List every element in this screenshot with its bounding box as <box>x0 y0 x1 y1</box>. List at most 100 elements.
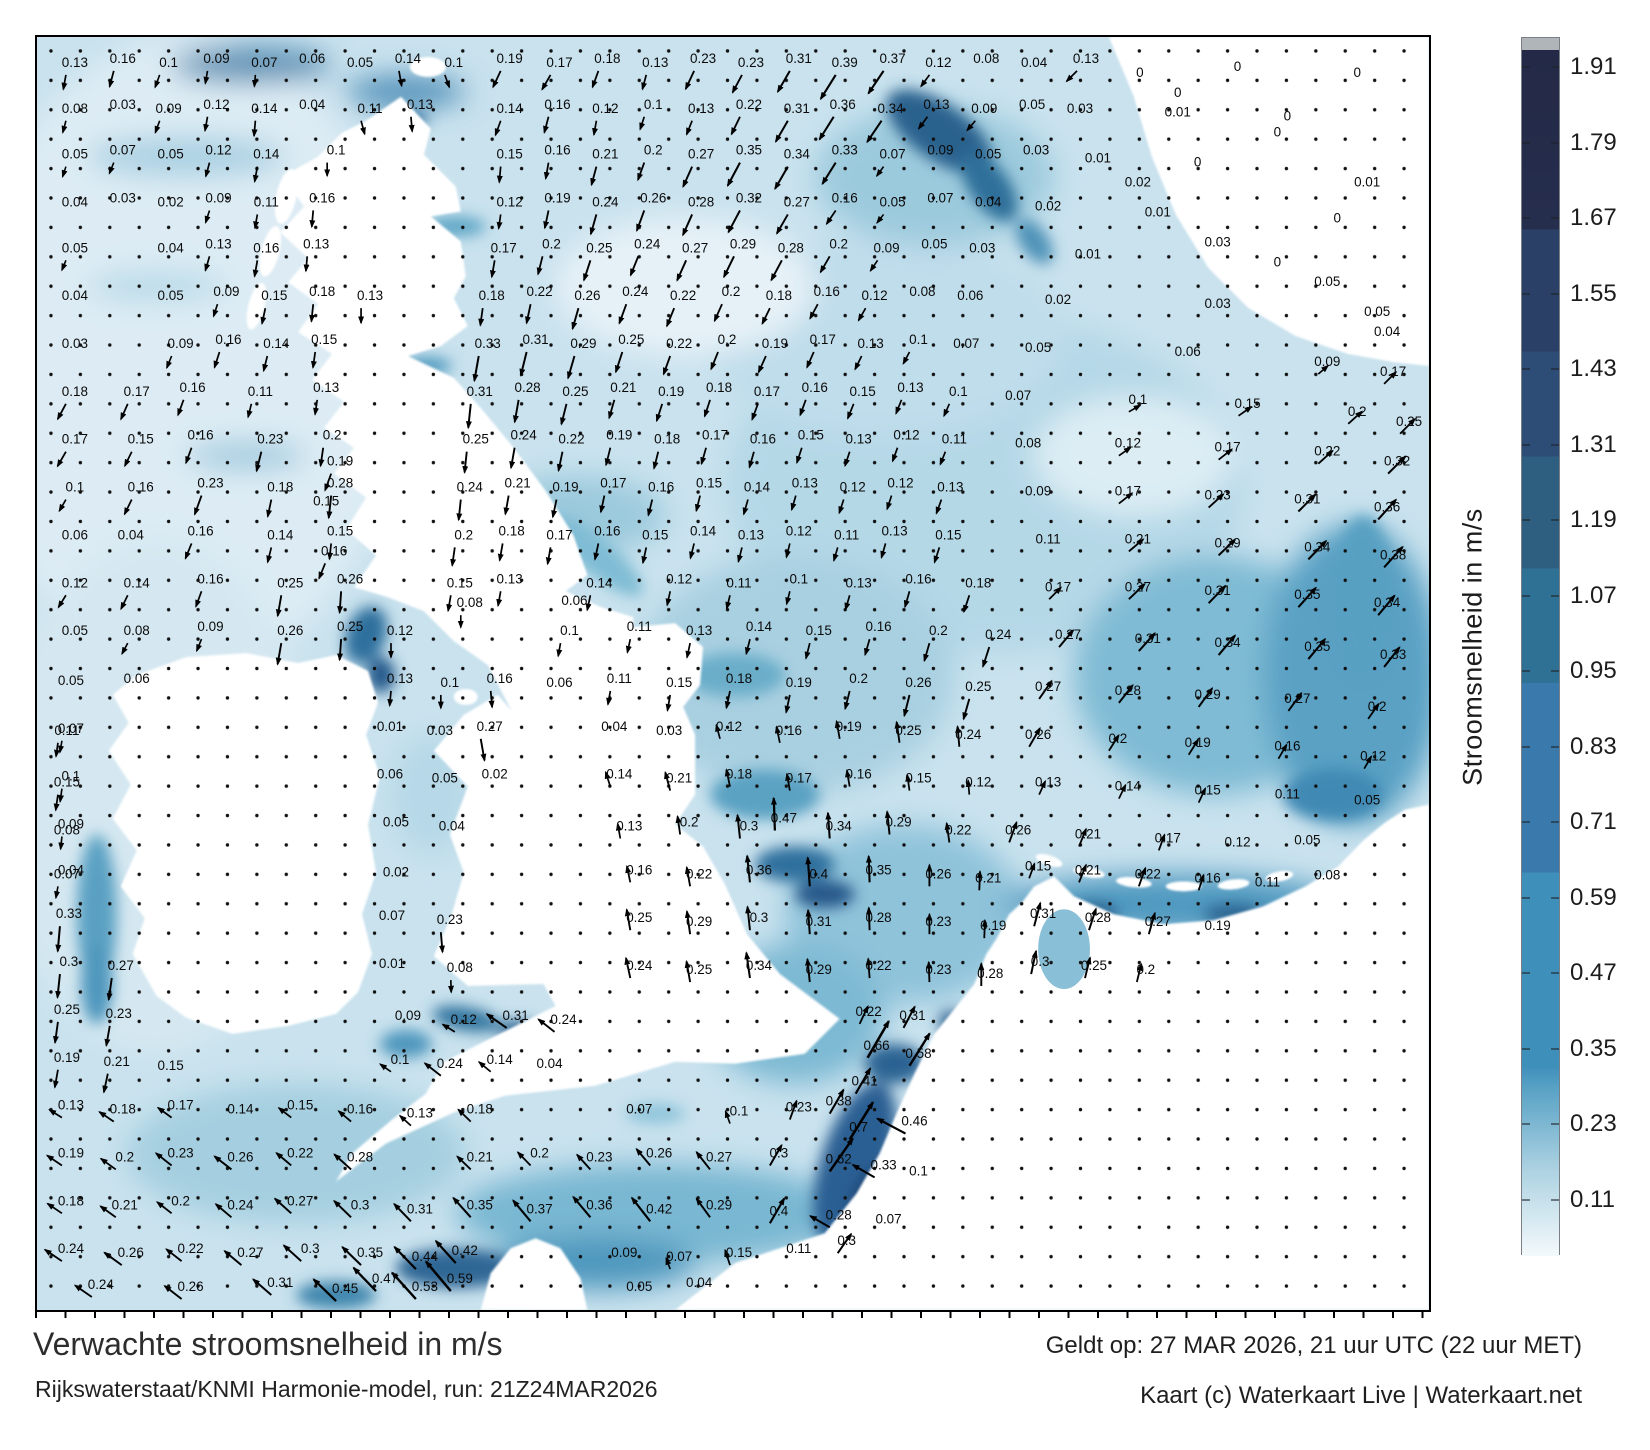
current-value-label: 0.18 <box>766 288 792 303</box>
current-value-label: 0.14 <box>746 619 773 634</box>
current-value-label: 0.1 <box>391 1052 410 1067</box>
current-value-label: 0.17 <box>1214 440 1240 455</box>
colorbar-tick-mark <box>1551 1198 1559 1201</box>
current-value-label: 0.22 <box>1135 866 1161 881</box>
current-value-label: 0.07 <box>666 1249 692 1264</box>
current-arrow <box>744 638 751 656</box>
current-value-label: 0.07 <box>110 143 136 158</box>
current-value-label: 0.22 <box>670 288 696 303</box>
current-arrow <box>1028 862 1036 879</box>
current-arrow <box>828 1137 854 1173</box>
current-value-label: 0.34 <box>826 819 853 834</box>
current-value-label: 0.22 <box>287 1145 313 1160</box>
current-value-label: 0.42 <box>452 1243 478 1258</box>
current-arrow <box>748 451 755 469</box>
colorbar-tick-mark <box>1551 670 1559 672</box>
current-value-label: 0.28 <box>347 1149 373 1164</box>
current-arrow <box>682 214 694 237</box>
current-arrow <box>55 926 62 953</box>
model-run-info: Rijkswaterstaat/KNMI Harmonie-model, run… <box>35 1376 658 1402</box>
current-arrow <box>124 451 133 468</box>
current-arrow <box>446 595 453 613</box>
current-arrow <box>676 259 688 282</box>
current-value-label: 0.13 <box>407 97 433 112</box>
current-value-label: 0.34 <box>877 101 904 116</box>
current-arrow <box>646 499 654 517</box>
current-value-label: 0.47 <box>771 811 797 826</box>
current-arrow <box>123 499 133 516</box>
current-value-label: 0.13 <box>58 1098 84 1113</box>
current-value-label: 0.14 <box>497 101 524 116</box>
colorbar-tick-mark <box>1551 594 1559 597</box>
current-arrow <box>282 1244 302 1262</box>
current-value-label: 0.15 <box>1195 783 1221 798</box>
current-arrow <box>1377 498 1397 521</box>
current-value-label: 0.17 <box>786 771 812 786</box>
current-value-label: 0.23 <box>690 51 716 66</box>
current-arrow <box>1157 833 1166 851</box>
current-value-label: 0.19 <box>762 336 788 351</box>
colorbar-tick-mark <box>1551 217 1559 219</box>
current-value-label: 0.23 <box>257 432 283 447</box>
current-arrow <box>1088 907 1097 931</box>
current-value-label: 0.04 <box>118 527 145 542</box>
current-value-label: 0.19 <box>606 428 632 443</box>
current-arrow <box>684 865 692 887</box>
current-arrow <box>715 723 721 740</box>
colorbar-tick-mark <box>1551 519 1559 521</box>
current-value-label: 0.21 <box>505 476 531 491</box>
current-value-label: 0.7 <box>849 1120 868 1135</box>
current-value-label: 0.23 <box>586 1149 612 1164</box>
current-value-label: 0.19 <box>658 384 684 399</box>
current-value-label: 0.11 <box>357 101 382 116</box>
current-arrow <box>165 1248 183 1262</box>
current-arrow <box>774 725 781 743</box>
current-arrow <box>1128 582 1146 600</box>
current-arrow <box>724 1248 731 1266</box>
current-value-label: 0.36 <box>830 97 856 112</box>
current-arrow <box>684 909 692 935</box>
current-value-label: 0.16 <box>544 97 570 112</box>
current-value-label: 0.2 <box>1136 962 1155 977</box>
current-value-label: 0.32 <box>1384 454 1410 469</box>
current-value-label: 0.1 <box>444 55 463 70</box>
current-value-label: 0.26 <box>337 571 363 586</box>
current-arrow <box>875 166 885 178</box>
current-value-label: 0.31 <box>407 1201 433 1216</box>
current-value-label: 0.13 <box>387 671 413 686</box>
current-value-label: 0.03 <box>1205 234 1231 249</box>
current-value-label: 0.14 <box>690 523 717 538</box>
current-arrow <box>710 351 719 371</box>
current-value-label: 0.14 <box>1115 779 1142 794</box>
current-arrow <box>485 1013 508 1029</box>
current-value-label: 0.09 <box>197 619 223 634</box>
current-value-label: 0.14 <box>263 336 290 351</box>
current-arrow <box>53 1069 59 1089</box>
current-value-label: 0.17 <box>600 476 626 491</box>
current-arrow <box>884 810 891 835</box>
current-value-label: 0.07 <box>251 55 277 70</box>
current-value-label: 0.18 <box>58 1193 84 1208</box>
current-arrow <box>303 256 310 273</box>
current-value-label: 0.02 <box>482 767 508 782</box>
current-value-label: 0.27 <box>706 1149 732 1164</box>
current-value-label: 0.21 <box>592 147 618 162</box>
current-arrow <box>1138 632 1156 652</box>
current-arrow <box>655 403 664 423</box>
current-value-label: 0.1 <box>909 332 928 347</box>
current-arrow <box>768 1197 786 1224</box>
current-value-label: 0.36 <box>746 862 772 877</box>
current-arrow <box>770 259 783 282</box>
current-arrow <box>204 162 211 178</box>
current-arrow <box>56 403 67 421</box>
current-arrow <box>53 794 60 812</box>
current-value-label: 0.31 <box>1135 631 1161 646</box>
current-arrow <box>785 591 792 606</box>
current-value-label: 0.2 <box>718 332 737 347</box>
current-arrow <box>1137 866 1147 887</box>
current-value-label: 0.12 <box>893 428 919 443</box>
current-arrow <box>462 451 469 475</box>
current-value-label: 0.33 <box>1380 647 1406 662</box>
current-value-label: 0.16 <box>594 523 620 538</box>
current-arrow <box>965 778 972 795</box>
